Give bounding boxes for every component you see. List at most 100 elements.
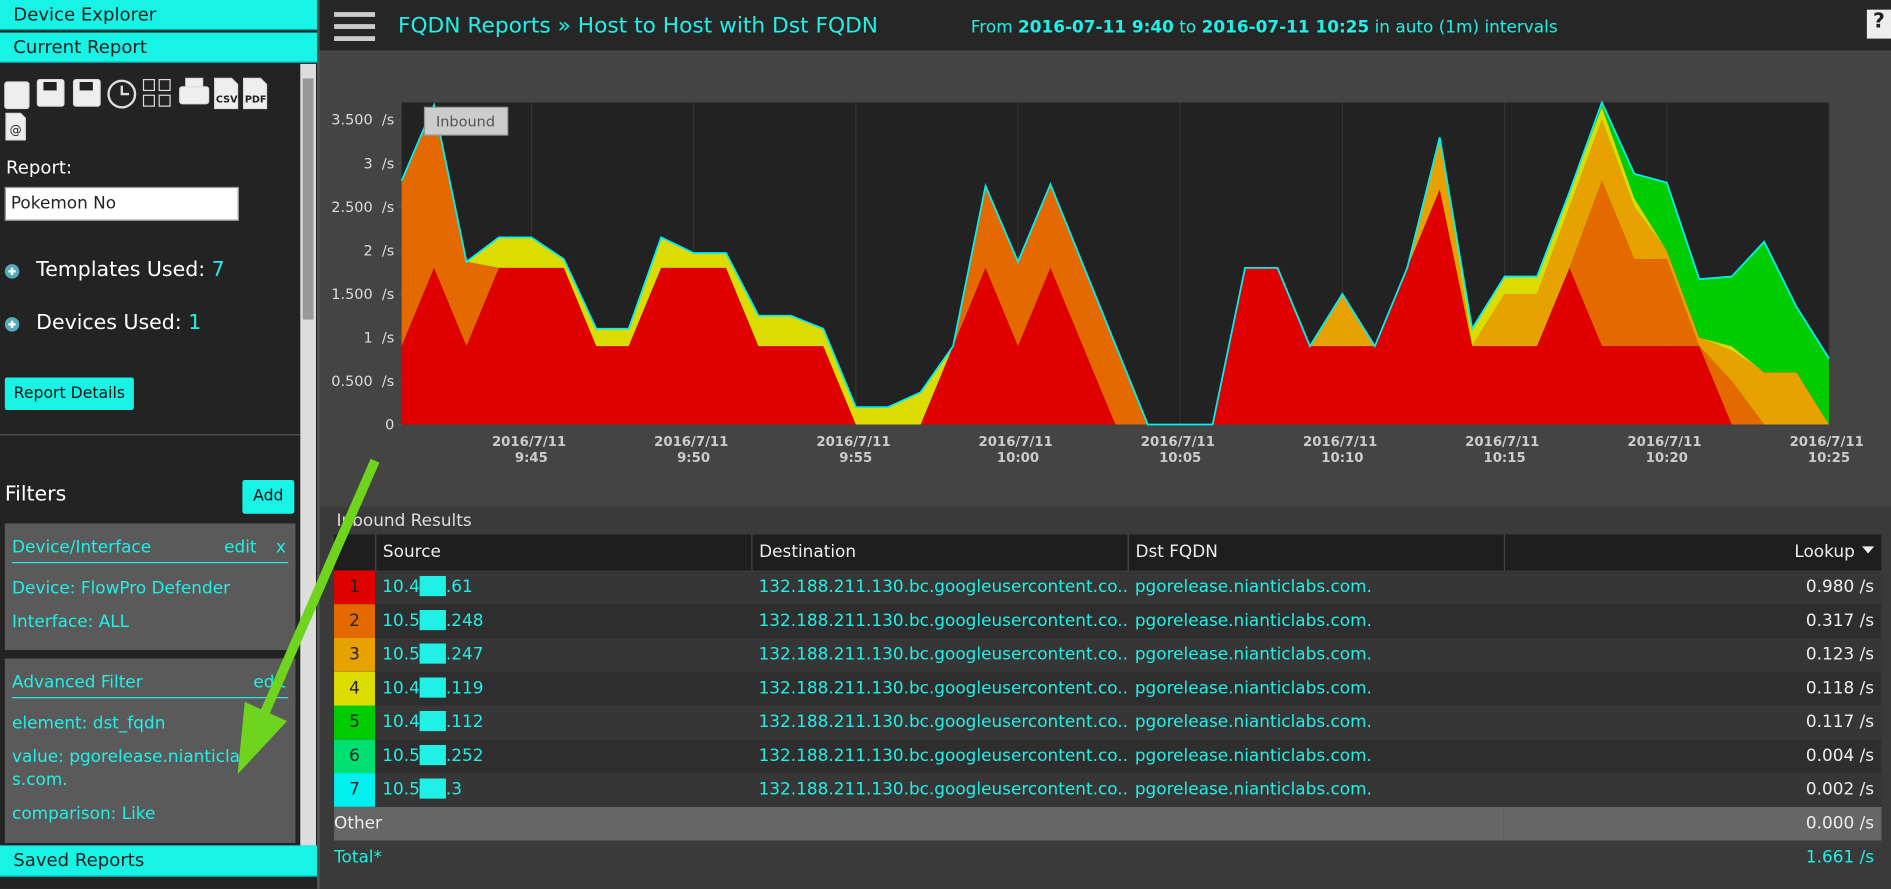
report-details-button[interactable]: Report Details bbox=[4, 377, 134, 411]
filter-line: Device: FlowPro Defender bbox=[12, 578, 231, 599]
destination: 132.188.211.130.bc.googleusercontent.co.… bbox=[758, 746, 1128, 766]
filter-line: value: pgorelease.nianticlabs.com. bbox=[12, 747, 251, 790]
add-button[interactable]: Add bbox=[242, 479, 295, 514]
destination: 132.188.211.130.bc.googleusercontent.co.… bbox=[758, 611, 1128, 631]
dst-fqdn: pgorelease.nianticlabs.com. bbox=[1134, 611, 1372, 631]
other-label: Other bbox=[334, 814, 383, 834]
lookup: 0.980 /s bbox=[1805, 577, 1875, 597]
dst-fqdn: pgorelease.nianticlabs.com. bbox=[1134, 780, 1372, 800]
text: to bbox=[1179, 18, 1197, 38]
header-cell bbox=[334, 534, 375, 570]
time-range: From 2016-07-11 9:40 to 2016-07-11 10:25… bbox=[971, 18, 1558, 37]
expand-icons[interactable] bbox=[4, 262, 23, 334]
table-row: 7 10.5██.3 132.188.211.130.bc.googleuserco… bbox=[334, 773, 1882, 807]
x-tick-label: 2016/7/11 10:00 bbox=[979, 435, 1058, 466]
report-input[interactable]: Pokemon No bbox=[4, 186, 239, 221]
y-tick-label: 3 /s bbox=[364, 156, 395, 172]
text: From bbox=[970, 18, 1013, 38]
table-header: Source Destination Dst FQDN Lookup bbox=[334, 534, 1882, 571]
y-tick-label: 0.500 /s bbox=[331, 374, 394, 390]
rank: 5 bbox=[334, 705, 376, 740]
tab[interactable]: Device Explorer bbox=[0, 0, 318, 31]
icon-label: CSV bbox=[216, 95, 238, 106]
total-row: Total* 1.661 /s bbox=[334, 840, 1882, 875]
filter-action[interactable]: edit bbox=[253, 672, 286, 693]
help-button[interactable]: ? bbox=[1866, 9, 1891, 39]
main: FQDN Reports » Host to Host with Dst FQD… bbox=[317, 0, 1891, 889]
filter-action[interactable]: edit bbox=[224, 537, 257, 558]
filter-body: Device: FlowPro Defender Interface: ALL bbox=[5, 563, 296, 634]
filter-line: comparison: Like bbox=[12, 804, 156, 824]
source: 10.4██.61 bbox=[382, 577, 473, 597]
other-value: 0.000 /s bbox=[1805, 814, 1875, 834]
lookup: 0.317 /s bbox=[1805, 611, 1875, 631]
filter-actions: edit x bbox=[205, 523, 286, 571]
destination: 132.188.211.130.bc.googleusercontent.co.… bbox=[758, 712, 1128, 733]
filter-title: Device/Interface bbox=[12, 537, 152, 558]
toolbar-icons[interactable]: CSV PDF @ bbox=[0, 72, 289, 144]
lookup: 0.002 /s bbox=[1805, 780, 1875, 800]
table-row: 4 10.4██.119 132.188.211.130.bc.googleuser… bbox=[334, 671, 1882, 706]
x-tick-label: 2016/7/11 9:55 bbox=[816, 435, 895, 466]
destination: 132.188.211.130.bc.googleusercontent.co.… bbox=[758, 577, 1128, 597]
area bbox=[401, 105, 1830, 425]
series-tag: Inbound bbox=[423, 106, 509, 136]
y-tick-label: 2.500 /s bbox=[331, 200, 394, 216]
table-row: 1 10.4██.61 132.188.211.130.bc.googleuserc… bbox=[334, 570, 1882, 605]
filter-actions: edit bbox=[234, 658, 286, 706]
sidebar: Device Explorer Current Report CSV PDF @… bbox=[0, 0, 318, 889]
filter-action[interactable]: x bbox=[275, 537, 286, 558]
text: in auto (1m) intervals bbox=[1374, 18, 1558, 38]
source: 10.5██.248 bbox=[382, 611, 484, 631]
area bbox=[401, 105, 1830, 425]
scrollbar[interactable] bbox=[300, 63, 316, 846]
devices-used: Devices Used: 1 bbox=[36, 311, 201, 335]
dst-fqdn: pgorelease.nianticlabs.com. bbox=[1134, 645, 1372, 665]
total-label: Total* bbox=[334, 847, 382, 868]
filter-box: Device/Interface edit x Device: FlowPro Def… bbox=[4, 523, 296, 651]
dst-fqdn: pgorelease.nianticlabs.com. bbox=[1134, 678, 1372, 699]
from: 2016-07-11 9:40 bbox=[1018, 18, 1174, 38]
table-row: 6 10.5██.252 132.188.211.130.bc.googleuser… bbox=[334, 739, 1882, 774]
filter-line: element: dst_fqdn bbox=[12, 713, 166, 734]
x-tick-label: 2016/7/11 10:25 bbox=[1790, 435, 1869, 466]
icon-label: @ bbox=[10, 123, 22, 137]
source: 10.5██.3 bbox=[382, 780, 462, 800]
tag-label: Inbound bbox=[436, 115, 495, 131]
source: 10.4██.112 bbox=[382, 712, 484, 733]
filter-line: Interface: ALL bbox=[12, 612, 130, 632]
icon-label: PDF bbox=[245, 95, 267, 106]
destination: 132.188.211.130.bc.googleusercontent.co.… bbox=[758, 645, 1128, 665]
label: Templates Used: bbox=[36, 258, 206, 283]
count: 1 bbox=[188, 311, 202, 336]
dst-fqdn: pgorelease.nianticlabs.com. bbox=[1134, 712, 1372, 733]
tab[interactable]: Current Report bbox=[0, 32, 318, 63]
table-title: Inbound Results bbox=[336, 511, 472, 531]
tag-box bbox=[423, 106, 509, 136]
x-tick-label: 2016/7/11 9:45 bbox=[492, 435, 571, 466]
rank: 3 bbox=[334, 637, 376, 672]
filter-body: element: dst_fqdn value: pgorelease.niant… bbox=[5, 698, 296, 826]
y-tick-label: 3.500 /s bbox=[331, 113, 394, 129]
y-tick-label: 1.500 /s bbox=[331, 287, 394, 303]
area bbox=[401, 189, 1830, 425]
lookup: 0.117 /s bbox=[1805, 712, 1875, 733]
header-cell: Lookup bbox=[1503, 534, 1882, 571]
label: Devices Used: bbox=[36, 311, 182, 336]
tab[interactable]: Saved Reports bbox=[0, 845, 318, 877]
chart-body: 2016/7/11 9:45 2016/7/11 9:50 2016/7/11 9:… bbox=[331, 100, 1869, 466]
filter-header: Device/Interface edit x bbox=[12, 523, 289, 564]
to: 2016-07-11 10:25 bbox=[1201, 18, 1370, 38]
total-value: 1.661 /s bbox=[1805, 847, 1875, 868]
filter-title: Advanced Filter bbox=[12, 672, 143, 693]
rank: 4 bbox=[334, 671, 376, 706]
source: 10.5██.247 bbox=[382, 645, 484, 665]
lookup: 0.123 /s bbox=[1805, 645, 1875, 665]
filter-header: Advanced Filter edit bbox=[12, 658, 289, 699]
rank: 2 bbox=[334, 604, 376, 638]
count: 7 bbox=[211, 258, 225, 283]
menu-icon[interactable] bbox=[334, 12, 377, 43]
dst-fqdn: pgorelease.nianticlabs.com. bbox=[1134, 577, 1372, 597]
destination: 132.188.211.130.bc.googleusercontent.co.… bbox=[758, 780, 1128, 800]
